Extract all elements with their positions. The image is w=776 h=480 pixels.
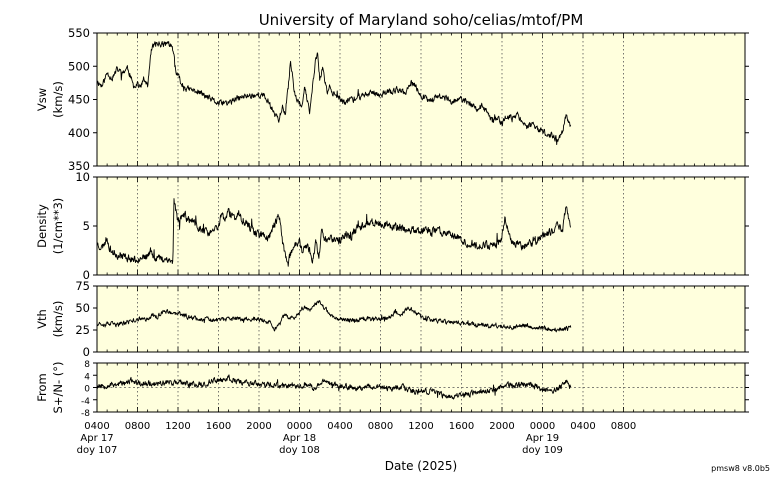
vth-series-line-0 bbox=[96, 300, 572, 333]
speed-ytick-label: 400 bbox=[68, 126, 90, 140]
x-tick-label-7: 0800 bbox=[368, 421, 393, 432]
from-ytick-label: 8 bbox=[84, 360, 90, 370]
software-version-label: pmsw8 v8.0b5 bbox=[711, 464, 770, 473]
density-ytick-label: 0 bbox=[83, 268, 90, 282]
density-series-line-0 bbox=[96, 198, 572, 267]
x-tick-label-13: 0800 bbox=[611, 421, 636, 432]
speed-ytick-label: 550 bbox=[68, 26, 90, 40]
chart-title: University of Maryland soho/celias/mtof/… bbox=[259, 11, 584, 29]
x-tick-label-1: 0800 bbox=[125, 421, 150, 432]
from-ytick-label: 4 bbox=[84, 372, 90, 382]
speed-ylabel-line2: (km/s) bbox=[51, 81, 65, 118]
density-ylabel-line2: (1/cm**3) bbox=[51, 198, 65, 255]
x-tick-label-9: 1600 bbox=[449, 421, 474, 432]
density-ylabel-line1: Density bbox=[35, 204, 49, 248]
x-tick-label-4: 2000 bbox=[246, 421, 271, 432]
x-tick-label-0: 0400 bbox=[84, 421, 109, 432]
vth-ytick-label: 50 bbox=[75, 301, 90, 315]
speed-ytick-label: 450 bbox=[68, 93, 90, 107]
x-axis-label: Date (2025) bbox=[385, 459, 457, 473]
vth-ytick-label: 0 bbox=[83, 345, 90, 359]
x-doy-label-0: doy 107 bbox=[77, 445, 118, 456]
from-ylabel-line2: S+/N- (°) bbox=[51, 362, 65, 414]
x-tick-label-8: 1200 bbox=[408, 421, 433, 432]
x-date-label-11: Apr 19 bbox=[526, 433, 559, 444]
x-tick-label-11: 0000 bbox=[530, 421, 555, 432]
vth-ytick-label: 75 bbox=[75, 279, 90, 293]
speed-ytick-label: 350 bbox=[68, 159, 90, 173]
x-tick-label-5: 0000 bbox=[287, 421, 312, 432]
speed-plot-area bbox=[97, 33, 745, 166]
panel-density: 0 5 10 Density (1/cm**3) bbox=[35, 170, 749, 282]
from-ytick-label: 0 bbox=[84, 385, 90, 395]
vth-ylabel-line1: Vth bbox=[35, 309, 49, 329]
panel-from: -8 -4 0 4 8 From S+/N- (°) bbox=[35, 360, 749, 419]
x-tick-label-3: 1600 bbox=[206, 421, 231, 432]
x-doy-label-5: doy 108 bbox=[279, 445, 320, 456]
vth-ytick-label: 25 bbox=[75, 323, 90, 337]
x-tick-label-6: 0400 bbox=[327, 421, 352, 432]
density-ytick-label: 10 bbox=[75, 170, 90, 184]
x-date-label-0: Apr 17 bbox=[80, 433, 113, 444]
x-doy-label-11: doy 109 bbox=[522, 445, 563, 456]
speed-ylabel-line1: Vsw bbox=[35, 88, 49, 111]
x-tick-label-10: 2000 bbox=[489, 421, 514, 432]
speed-ytick-label: 500 bbox=[68, 59, 90, 73]
speed-series-line-0 bbox=[96, 40, 572, 146]
from-ytick-label: -4 bbox=[81, 397, 90, 407]
density-ytick-label: 5 bbox=[83, 219, 90, 233]
from-ylabel-line1: From bbox=[35, 373, 49, 402]
panel-speed: 350 400 450 500 550 Vsw (km/s) bbox=[35, 26, 749, 173]
vth-ylabel-line2: (km/s) bbox=[51, 301, 65, 338]
x-date-label-5: Apr 18 bbox=[283, 433, 316, 444]
from-ytick-label: -8 bbox=[81, 409, 90, 419]
panel-vth: 0 25 50 75 Vth (km/s) bbox=[35, 279, 749, 359]
from-series-line-0 bbox=[96, 374, 572, 400]
x-tick-label-12: 0400 bbox=[570, 421, 595, 432]
x-tick-label-2: 1200 bbox=[165, 421, 190, 432]
